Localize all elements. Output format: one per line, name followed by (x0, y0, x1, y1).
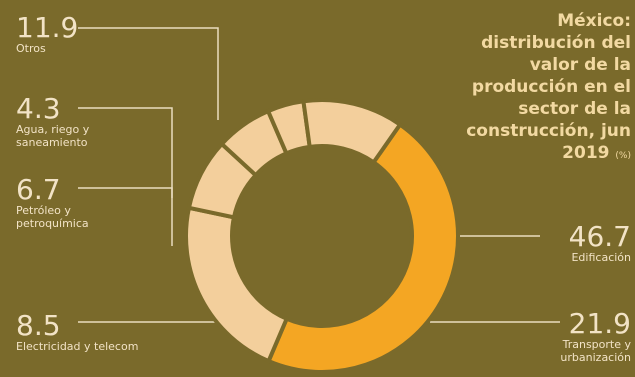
value-petroleo: 6.7 (16, 173, 61, 206)
value-transporte: 21.9 (568, 307, 631, 340)
name-transporte: Transporte y urbanización (560, 338, 631, 364)
value-edificacion: 46.7 (568, 220, 631, 253)
label-edificacion: 46.7 Edificación (568, 220, 631, 265)
label-transporte: 21.9 Transporte y urbanización (501, 307, 631, 365)
label-agua: 4.3 Agua, riego y saneamiento (16, 92, 146, 150)
label-otros: 11.9 Otros (16, 11, 79, 56)
chart-title-text: México: distribución del valor de la pro… (466, 11, 631, 163)
name-agua: Agua, riego y saneamiento (16, 123, 90, 149)
leader-line-0 (78, 27, 219, 120)
slice-5 (301, 98, 403, 166)
value-agua: 4.3 (16, 92, 61, 125)
chart-title: México: distribución del valor de la pro… (441, 10, 631, 167)
name-edificacion: Edificación (571, 251, 631, 264)
leader-lines (78, 27, 560, 323)
donut-slices (184, 98, 460, 374)
name-otros: Otros (16, 42, 46, 55)
label-petroleo: 6.7 Petróleo y petroquímica (16, 173, 146, 231)
value-electricidad: 8.5 (16, 309, 61, 342)
slice-0 (265, 121, 460, 374)
slice-1 (184, 205, 290, 364)
name-petroleo: Petróleo y petroquímica (16, 204, 89, 230)
leader-line-1 (78, 107, 173, 198)
label-electricidad: 8.5 Electricidad y telecom (16, 309, 139, 354)
name-electricidad: Electricidad y telecom (16, 340, 139, 353)
leader-line-2 (78, 187, 173, 246)
value-otros: 11.9 (16, 11, 79, 44)
chart-unit: (%) (615, 151, 631, 161)
